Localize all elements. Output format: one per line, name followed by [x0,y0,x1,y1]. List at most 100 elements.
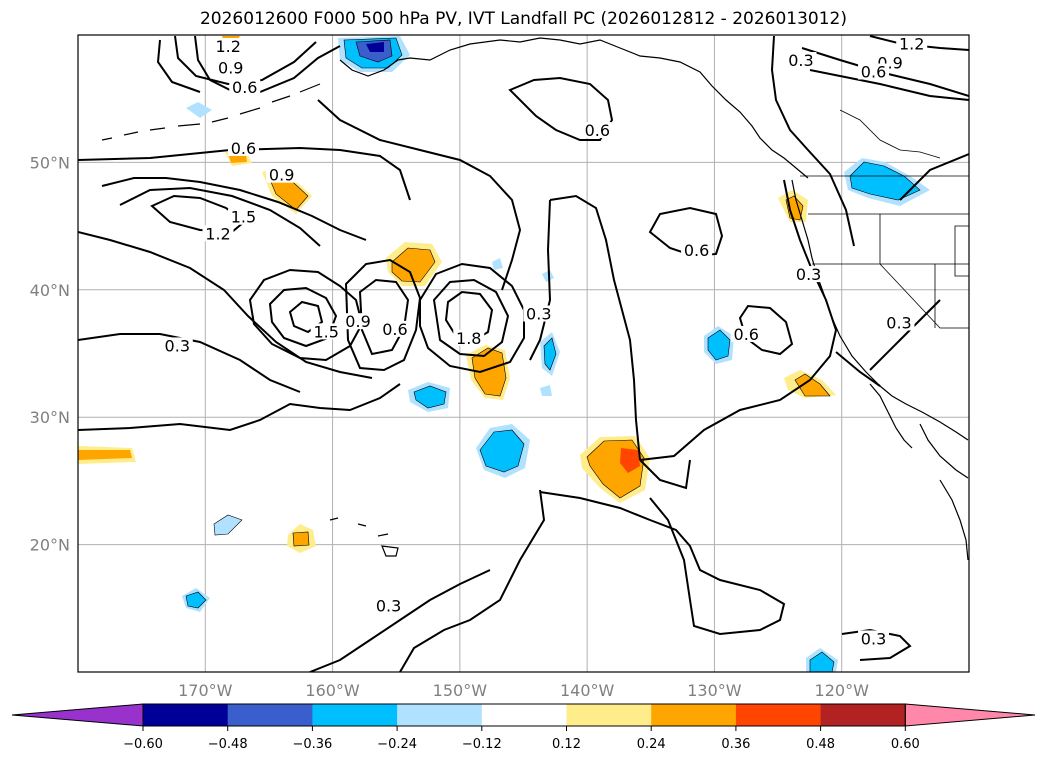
contour-label: 0.6 [734,325,759,344]
lat-tick-label: 30°N [30,408,70,427]
contour-label: 0.3 [376,596,401,615]
colorbar-segment [651,704,737,726]
pv-contour [432,278,510,358]
pv-contour [809,69,969,101]
contour-label: 0.3 [886,313,911,332]
contour-label: 0.6 [585,121,610,140]
pv-anomaly-positive [620,448,640,473]
contour-label: 0.6 [684,241,709,260]
contour-label-bg [229,78,261,95]
baja-california [869,383,969,479]
pv-anomaly-positive [78,450,132,460]
lat-tick-label: 50°N [30,153,70,172]
contour-label: 1.2 [215,37,240,56]
pv-shading [78,36,930,672]
pv-anomaly-negative [540,385,552,396]
contour-label: 0.9 [345,312,370,331]
contour-labels: 1.20.90.61.20.90.60.30.60.60.91.51.20.60… [161,35,928,648]
pv-contour [344,258,422,372]
longitude-labels: 170°W 160°W 150°W 140°W 130°W 120°W [178,681,869,700]
map-frame [77,34,970,673]
colorbar-tick-label: −0.36 [292,737,332,752]
lon-tick-label: 150°W [433,681,488,700]
pv-anomaly-negative [213,514,243,536]
pv-contour [101,177,367,241]
pv-anomaly-negative [479,429,525,473]
contour-label-bg [227,208,259,225]
coastlines [101,37,969,561]
contour-label-bg [793,266,825,283]
colorbar-segment [820,704,906,726]
pv-anomaly-positive [391,247,436,283]
pv-contour [738,304,794,356]
pv-contour [317,99,522,291]
pv-contour [508,76,614,141]
contour-label-bg [342,313,374,330]
pv-contour [78,383,401,432]
contour-label-bg [373,597,405,614]
contour-label-bg [227,139,259,156]
pv-contour [78,146,411,201]
pv-anomaly-positive [471,347,507,397]
pv-contour [78,231,373,379]
pv-contour [899,153,969,201]
contour-label: 0.6 [232,78,257,97]
contour-label-bg [215,59,247,76]
pv-contour [639,179,838,461]
colorbar-tick-label: −0.24 [377,737,417,752]
pv-anomaly-negative [809,651,835,672]
contour-label-bg [266,166,298,183]
lon-tick-label: 140°W [560,681,615,700]
colorbar-segment [481,704,567,726]
contour-label-bg [202,225,234,242]
contour-label: 0.6 [231,139,256,158]
colorbar-tick-label: −0.60 [123,737,163,752]
pv-contour [78,333,301,393]
lat-tick-label: 40°N [30,281,70,300]
pv-contour [639,459,691,490]
colorbar-extend-low [11,703,144,727]
contour-label: 0.3 [861,629,886,648]
pv-contour [444,290,494,344]
contour-label-bg [785,52,817,69]
colorbar-segment [227,704,313,726]
pv-contour [156,39,201,93]
pv-contour [648,206,724,258]
pv-anomaly-positive [292,531,310,547]
mexico-coast [939,479,969,561]
contour-label: 1.5 [231,208,256,227]
canada-province-border [839,109,941,159]
colorbar-tick-label: 0.48 [806,737,835,752]
map-plot-area: 1.20.90.61.20.90.60.30.60.60.91.51.20.60… [78,35,969,672]
contour-label-bg [730,325,762,342]
contour-label-bg [310,323,342,340]
us-state-borders [808,213,969,329]
pv-contour [529,199,552,361]
aleutian-islands [101,83,321,141]
colorbar: −0.60 −0.48 −0.36 −0.24 −0.12 0.12 0.24 0.36 0.4… [11,703,1036,752]
political-borders [800,109,969,329]
pv-anomaly-negative [707,329,731,361]
pv-contour [309,569,491,672]
colorbar-segment [735,704,822,726]
colorbar-segment [566,704,652,726]
contour-label-bg [212,38,244,55]
pv-anomaly-negative [366,42,384,52]
colorbar-tick-label: 0.24 [637,737,666,752]
pv-anomaly-positive [785,195,804,221]
colorbar-frame [142,703,906,727]
contour-label-bg [681,241,713,258]
pv-anomaly-negative [849,161,921,201]
pv-anomaly-negative [185,591,207,609]
pv-anomaly-negative [543,337,557,371]
pv-contour [539,491,786,636]
contour-label: 0.9 [269,166,294,185]
pv-contour [770,35,855,247]
colorbar-extend-high [904,703,1036,727]
colorbar-tick-label: −0.12 [462,737,502,752]
pv-contour [835,351,881,387]
pv-anomaly-positive [794,373,831,397]
contour-label-bg [883,314,915,331]
pv-contour [419,262,525,374]
